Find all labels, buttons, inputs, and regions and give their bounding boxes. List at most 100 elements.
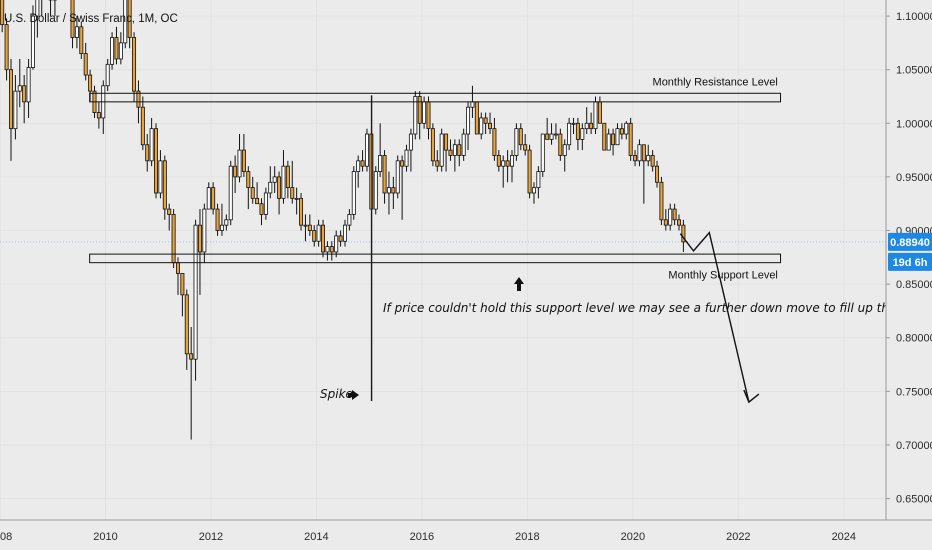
candle-body <box>536 171 541 189</box>
candle-body <box>391 187 396 194</box>
support-zone[interactable] <box>89 253 782 264</box>
y-tick-label: 1.00000 <box>896 118 932 130</box>
candle-body <box>140 106 145 146</box>
up-arrow-icon <box>514 277 524 291</box>
candle-body <box>272 176 277 183</box>
resistance-label: Monthly Resistance Level <box>653 76 778 88</box>
analysis-note: If price couldn't hold this support leve… <box>383 301 932 315</box>
y-tick-label: 0.95000 <box>896 172 932 184</box>
candle-body <box>677 219 681 226</box>
candle-body <box>303 224 308 227</box>
candle-body <box>488 122 493 130</box>
y-tick-label: 0.75000 <box>896 386 932 398</box>
countdown-badge-bg <box>888 252 932 271</box>
candle-body <box>17 85 22 92</box>
candle-body <box>228 165 233 221</box>
candle-body <box>417 96 422 124</box>
candle-body <box>628 122 633 156</box>
candle-body <box>0 0 5 26</box>
x-tick-label: 2014 <box>304 531 328 543</box>
y-tick-label: 1.10000 <box>896 11 932 23</box>
last-price-badge[interactable]: 0.88940 19d 6h <box>888 232 932 271</box>
price-axis-panel[interactable] <box>886 0 932 550</box>
candle-body <box>360 160 365 167</box>
candle-body <box>672 208 677 221</box>
candle-body <box>558 133 563 156</box>
candle-body <box>250 187 255 199</box>
candle-body <box>395 160 400 194</box>
candle-body <box>149 128 154 162</box>
spike-label: Spike <box>320 387 353 401</box>
candle-body <box>518 128 523 146</box>
candle-body <box>224 219 229 226</box>
candle-body <box>492 128 497 156</box>
candle-body <box>268 181 273 194</box>
candle-body <box>259 203 264 215</box>
candle-body <box>364 133 369 167</box>
candle-body <box>219 224 224 231</box>
candle-body <box>606 133 611 151</box>
candle-body <box>114 37 119 60</box>
last-price-value: 0.88940 <box>890 237 930 249</box>
candle-body <box>562 144 567 156</box>
candle-body <box>373 171 378 210</box>
candle-body <box>96 112 101 119</box>
candle-body <box>325 246 330 253</box>
candle-body <box>641 144 646 162</box>
candle-body <box>176 262 180 274</box>
candle-body <box>158 160 163 194</box>
candle-body <box>408 133 413 151</box>
candle-body <box>281 165 286 199</box>
candle-body <box>167 208 172 215</box>
candle-body <box>13 90 18 130</box>
candle-body <box>189 353 194 360</box>
x-tick-label: 2020 <box>621 531 645 543</box>
candle-body <box>285 165 290 189</box>
candle-body <box>439 133 444 167</box>
candle-body <box>197 224 202 253</box>
projection-arrowhead-icon <box>743 389 760 404</box>
x-tick-label: 2018 <box>515 531 539 543</box>
candle-body <box>448 149 453 156</box>
y-tick-label: 0.85000 <box>896 279 932 291</box>
candle-body <box>180 273 185 296</box>
candle-body <box>470 101 475 108</box>
candle-body <box>575 122 580 140</box>
candle-body <box>400 160 405 167</box>
x-tick-label: 2022 <box>726 531 750 543</box>
drawings-layer: Monthly Resistance Level Monthly Support … <box>89 76 932 404</box>
candle-body <box>70 0 75 38</box>
candle-body <box>413 96 418 135</box>
candle-body <box>602 122 607 151</box>
candle-body <box>655 165 660 183</box>
candle-body <box>88 74 93 92</box>
candle-body <box>127 0 132 38</box>
candle-body <box>378 155 383 172</box>
y-tick-label: 0.80000 <box>896 333 932 345</box>
candle-body <box>527 149 532 194</box>
candle-body <box>483 117 488 124</box>
bar-countdown: 19d 6h <box>893 257 928 269</box>
candle-body <box>633 155 638 162</box>
candle-body <box>422 101 427 124</box>
candle-body <box>404 149 409 167</box>
candle-body <box>294 197 299 200</box>
candle-body <box>312 230 317 242</box>
candle-body <box>461 133 466 156</box>
x-tick-label: 2008 <box>0 531 12 543</box>
candle-body <box>215 208 220 231</box>
candle-body <box>615 128 620 146</box>
candle-body <box>540 133 545 172</box>
candle-body <box>479 117 484 135</box>
candle-body <box>334 235 339 253</box>
candle-body <box>426 101 431 130</box>
candle-body <box>523 144 528 151</box>
candle-body <box>321 224 326 253</box>
candle-body <box>211 187 216 210</box>
projection-path <box>679 231 750 403</box>
resistance-zone[interactable] <box>89 92 782 103</box>
candle-body <box>650 155 655 167</box>
